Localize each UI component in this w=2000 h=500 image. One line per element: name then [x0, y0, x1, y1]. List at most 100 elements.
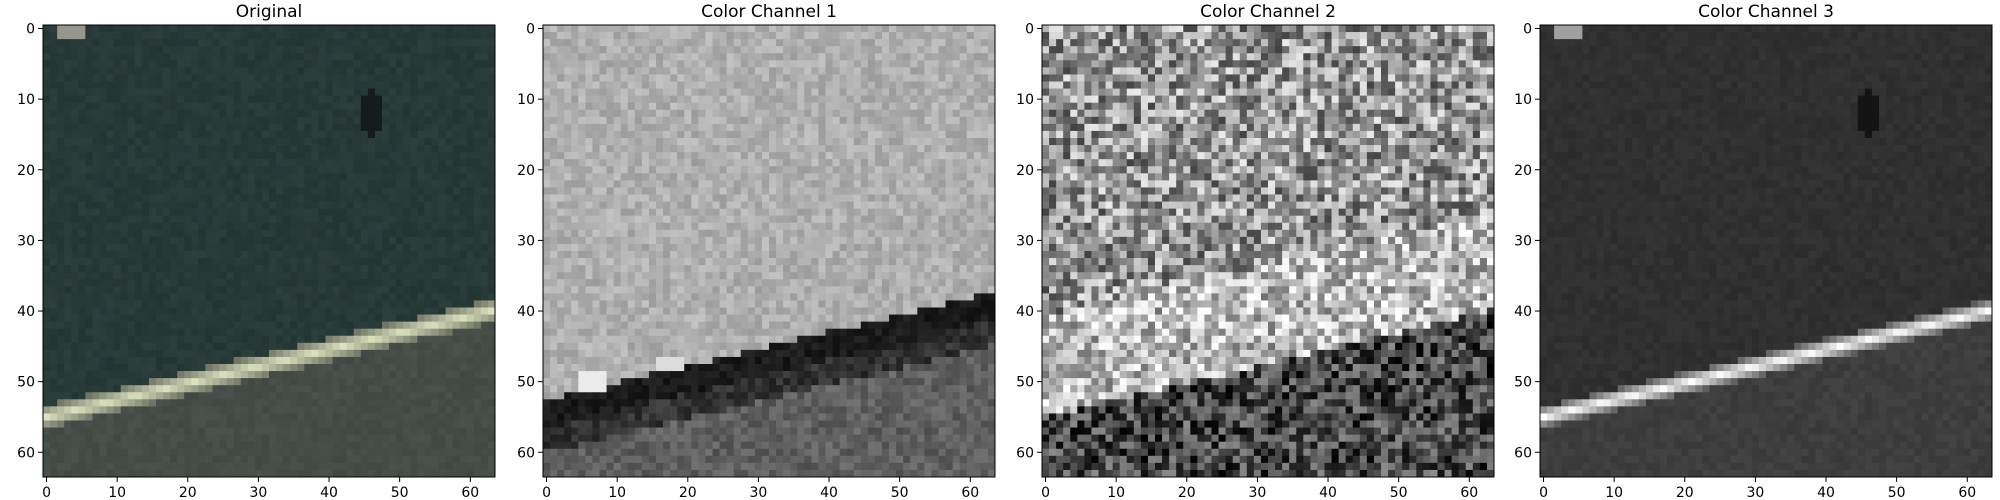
pixel: [198, 251, 206, 259]
pixel: [297, 25, 305, 33]
pixel: [445, 109, 454, 118]
pixel: [882, 74, 890, 82]
pixel: [410, 356, 418, 365]
pixel: [113, 60, 122, 68]
pixel: [50, 102, 58, 111]
pixel: [170, 166, 178, 174]
pixel: [382, 272, 390, 280]
pixel: [233, 208, 242, 217]
pixel: [212, 293, 220, 301]
pixel: [733, 60, 742, 68]
pixel: [177, 74, 185, 82]
pixel: [261, 229, 270, 238]
pixel: [353, 222, 362, 231]
pixel: [297, 448, 305, 457]
pixel: [360, 74, 369, 82]
pixel: [311, 187, 319, 195]
pixel: [648, 88, 657, 97]
pixel: [325, 67, 333, 75]
pixel: [452, 152, 461, 160]
pixel: [184, 222, 192, 231]
pixel: [170, 406, 178, 414]
pixel: [339, 321, 348, 330]
pixel: [903, 39, 911, 47]
pixel: [853, 25, 862, 33]
pixel: [382, 152, 390, 160]
pixel: [156, 258, 164, 266]
pixel: [219, 469, 228, 478]
pixel: [240, 166, 249, 174]
pixel: [297, 279, 305, 287]
pixel: [148, 279, 157, 287]
y-tick-label: 10: [17, 92, 35, 108]
pixel: [839, 67, 848, 75]
pixel: [205, 420, 213, 428]
pixel: [156, 378, 164, 386]
pixel: [43, 321, 51, 330]
pixel: [71, 187, 79, 195]
pixel: [670, 46, 678, 54]
pixel: [57, 81, 65, 89]
pixel: [424, 229, 432, 238]
pixel: [283, 152, 291, 160]
pixel: [410, 469, 418, 478]
pixel: [205, 307, 213, 315]
pixel: [438, 67, 446, 75]
pixel: [790, 60, 798, 68]
pixel: [431, 166, 439, 174]
pixel: [318, 46, 326, 54]
pixel: [332, 455, 341, 464]
pixel: [106, 74, 115, 82]
pixel: [261, 194, 270, 202]
pixel: [57, 215, 65, 224]
pixel: [585, 67, 593, 75]
pixel: [452, 39, 461, 47]
pixel: [64, 46, 72, 54]
pixel: [141, 130, 150, 139]
pixel: [360, 364, 369, 372]
pixel: [487, 364, 496, 372]
pixel: [663, 102, 671, 111]
pixel: [269, 67, 277, 75]
pixel: [396, 356, 404, 365]
pixel: [276, 392, 284, 400]
pixel: [459, 201, 468, 210]
pixel: [431, 159, 439, 167]
pixel: [403, 243, 411, 252]
pixel: [917, 74, 925, 82]
pixel: [389, 32, 397, 40]
pixel: [353, 378, 362, 386]
pixel: [966, 32, 975, 40]
pixel: [839, 32, 848, 40]
pixel: [924, 25, 932, 33]
pixel: [473, 46, 482, 54]
pixel: [120, 258, 129, 266]
pixel: [396, 243, 404, 252]
pixel: [353, 272, 362, 280]
pixel: [85, 116, 93, 125]
pixel: [846, 81, 855, 89]
pixel: [233, 356, 242, 365]
pixel: [790, 74, 798, 82]
pixel: [389, 102, 397, 111]
pixel: [191, 180, 199, 188]
pixel: [226, 32, 235, 40]
pixel: [473, 201, 482, 210]
pixel: [198, 67, 206, 75]
pixel: [226, 187, 235, 195]
pixel: [825, 25, 833, 33]
pixel: [374, 173, 383, 181]
pixel: [191, 448, 199, 457]
pixel: [543, 53, 551, 61]
pixel: [353, 102, 362, 111]
pixel: [466, 46, 475, 54]
pixel: [889, 109, 897, 118]
pixel: [382, 67, 390, 75]
pixel: [473, 88, 482, 97]
pixel: [634, 32, 643, 40]
pixel: [431, 60, 439, 68]
pixel: [438, 272, 446, 280]
pixel: [487, 399, 496, 407]
pixel: [438, 420, 446, 428]
pixel: [120, 152, 129, 160]
